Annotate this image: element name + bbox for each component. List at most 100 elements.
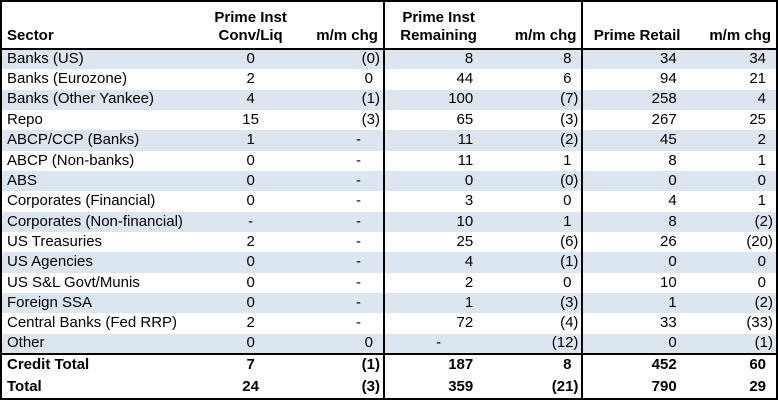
column-header-prime-inst-remaining: Prime Inst Remaining [382, 1, 493, 50]
value-cell: 33 [581, 313, 691, 334]
sector-cell: US Treasuries [7, 232, 103, 250]
value-cell: (6) [560, 232, 579, 250]
value-cell: 45 [581, 130, 691, 151]
value-cell: 2 [382, 272, 493, 294]
sector-cell: Corporates (Financial) [7, 192, 156, 210]
table-row: Corporates (Financial) 0-3 0 4 1 [1, 191, 777, 212]
value-cell: 0 [246, 273, 255, 291]
value-cell: (0) [560, 171, 579, 189]
sector-cell: US Agencies [7, 253, 93, 271]
value-cell: 10 [581, 272, 691, 294]
value-cell: - [355, 314, 361, 332]
value-cell: (0) [361, 50, 380, 68]
value-cell: 267 [581, 110, 691, 131]
value-cell: 25 [749, 110, 766, 128]
value-cell: 1 [563, 151, 572, 169]
value-cell: 4 [757, 90, 766, 108]
value-cell: - [382, 333, 493, 355]
sector-cell: ABS [7, 171, 38, 189]
value-cell: 10 [382, 211, 493, 233]
value-cell: 0 [757, 171, 766, 189]
table-row: ABCP/CCP (Banks) 1 - 11 (2) 45 2 [1, 130, 777, 151]
value-cell: 1 [382, 293, 493, 314]
value-cell: (1) [560, 253, 579, 271]
value-cell: (1) [754, 334, 773, 352]
value-cell: 29 [749, 377, 766, 395]
value-cell: - [355, 131, 361, 149]
column-header-mm-chg-retail: m/m chg [690, 1, 777, 50]
value-cell: 187 [382, 353, 493, 377]
value-cell: 0 [246, 192, 255, 210]
value-cell: 34 [581, 49, 691, 70]
value-cell: (21) [551, 377, 579, 395]
table-row: US Agencies 0-4 (1) 0 0 [1, 252, 777, 273]
value-cell: (12) [551, 334, 579, 352]
value-cell: 1 [581, 293, 691, 314]
table-row: Total 24 (3) 359 (21) 790 29 [1, 376, 777, 399]
value-cell: 2 [757, 131, 766, 149]
value-cell: 11 [382, 150, 493, 172]
sector-cell: Central Banks (Fed RRP) [7, 314, 178, 332]
value-cell: 1 [563, 212, 572, 230]
table-row: Banks (US) 0 (0) 8 8 34 34 [1, 49, 777, 70]
value-cell: - [355, 253, 361, 271]
header-line2: Conv/Liq [218, 27, 283, 45]
value-cell: 4 [382, 252, 493, 273]
table-row: Credit Total 7 (1) 187 8 452 60 [1, 353, 777, 377]
value-cell: (3) [361, 110, 380, 128]
column-header-sector: Sector [1, 1, 207, 50]
sector-cell: Banks (US) [7, 50, 84, 68]
value-cell: - [355, 293, 361, 311]
value-cell: 0 [581, 333, 691, 355]
header-line2: Prime Retail [593, 27, 681, 45]
table-row: Banks (Other Yankee) 4 (1) 100 (7) 258 4 [1, 89, 777, 111]
value-cell: 1 [757, 151, 766, 169]
value-cell: 0 [246, 293, 255, 311]
value-cell: 72 [382, 313, 493, 334]
header-line2: Sector [7, 27, 54, 45]
value-cell: 0 [246, 50, 255, 68]
value-cell: (20) [746, 232, 773, 250]
value-cell: - [355, 192, 361, 210]
value-cell: - [248, 212, 254, 230]
table-header: Sector Prime Inst Conv/Liq m/m chg Prime… [1, 1, 777, 50]
value-cell: 24 [242, 377, 259, 395]
header-line2: Remaining [400, 27, 477, 45]
sector-cell: Corporates (Non-financial) [7, 212, 183, 230]
value-cell: 8 [581, 211, 691, 233]
value-cell: 0 [246, 171, 255, 189]
value-cell: - [355, 232, 361, 250]
value-cell: 0 [246, 334, 255, 352]
sector-cell: ABCP/CCP (Banks) [7, 131, 140, 149]
value-cell: 8 [563, 50, 572, 68]
value-cell: (4) [560, 314, 579, 332]
table-row: ABS 0-0 (0) 0 0 [1, 171, 777, 192]
value-cell: (3) [560, 293, 579, 311]
sector-cell: ABCP (Non-banks) [7, 151, 135, 169]
value-cell: 452 [581, 353, 691, 377]
table-row: Repo 15 (3) 65 (3) 267 25 [1, 110, 777, 131]
table-row: Foreign SSA 0-1 (3) 1 (2) [1, 293, 777, 314]
value-cell: 3 [382, 191, 493, 212]
value-cell: 258 [581, 89, 691, 111]
header-line2: m/m chg [709, 27, 771, 45]
value-cell: 44 [382, 69, 493, 90]
column-header-mm-chg-remaining: m/m chg [492, 1, 583, 50]
value-cell: 0 [563, 273, 572, 291]
header-line1: Prime Inst [402, 8, 475, 26]
value-cell: 0 [364, 334, 373, 352]
value-cell: (1) [294, 353, 384, 377]
value-cell: 34 [749, 50, 766, 68]
table-body: Banks (US) 0 (0) 8 8 34 34 Banks (Eurozone) 2 0 44… [1, 49, 777, 399]
value-cell: 26 [581, 232, 691, 253]
header-line2: m/m chg [514, 27, 577, 45]
value-cell: 0 [757, 273, 766, 291]
value-cell: (3) [560, 110, 579, 128]
table-row: ABCP (Non-banks) 0-11 1 8 1 [1, 150, 777, 172]
sector-cell: US S&L Govt/Munis [7, 273, 140, 291]
value-cell: 0 [581, 171, 691, 192]
value-cell: - [355, 273, 361, 291]
value-cell: 0 [246, 151, 255, 169]
